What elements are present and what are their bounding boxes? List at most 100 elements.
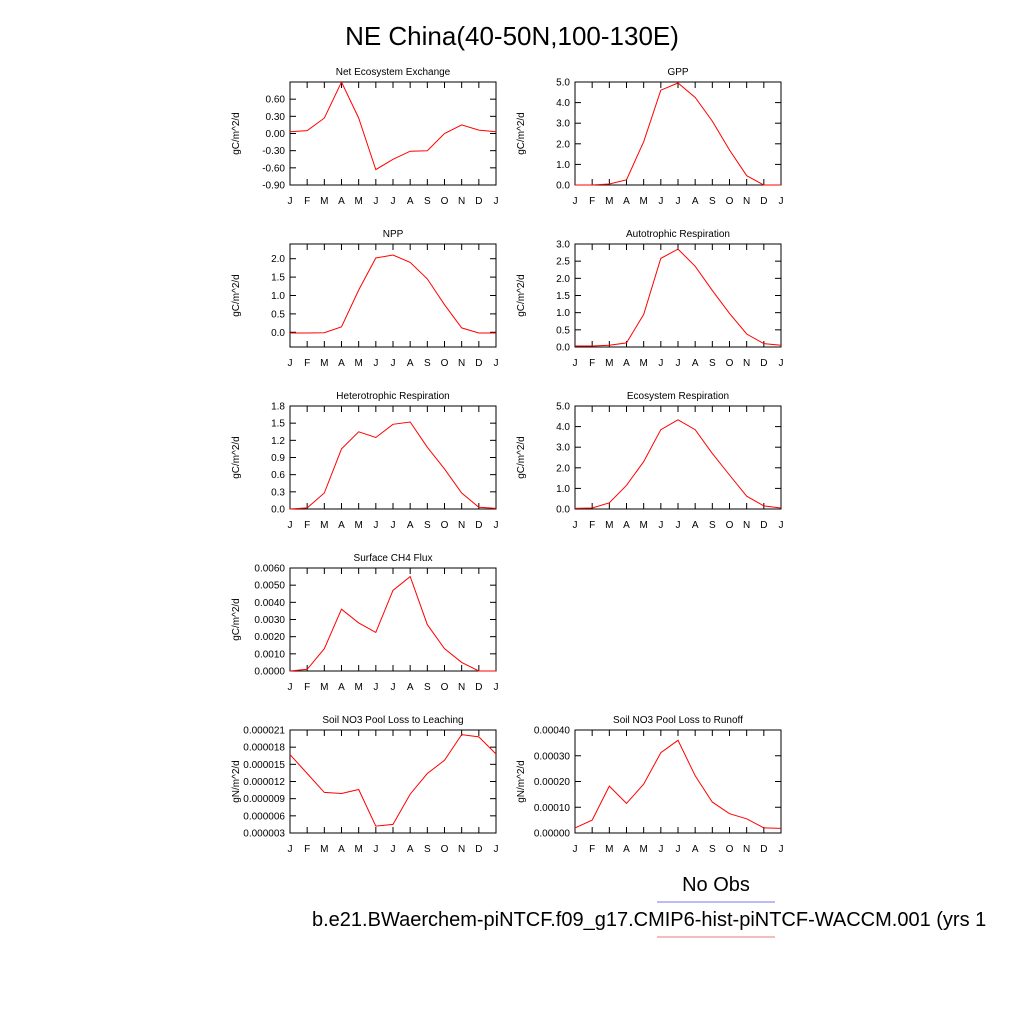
x-tick-label: J (573, 844, 578, 855)
x-tick-label: A (338, 844, 345, 855)
y-tick-label: 3.0 (556, 119, 570, 130)
y-tick-label: 0.000009 (243, 794, 285, 805)
y-tick-label: 1.5 (271, 419, 285, 430)
x-tick-label: J (391, 196, 396, 207)
y-axis-label: gC/m^2/d (231, 598, 242, 641)
x-tick-label: J (573, 196, 578, 207)
x-tick-label: J (288, 196, 293, 207)
x-tick-label: M (354, 196, 362, 207)
x-tick-label: F (589, 520, 595, 531)
y-tick-label: 0.3 (271, 487, 285, 498)
x-tick-label: J (779, 358, 784, 369)
x-tick-label: A (692, 358, 699, 369)
x-tick-label: A (623, 520, 630, 531)
x-tick-label: F (589, 844, 595, 855)
x-tick-label: J (573, 520, 578, 531)
plot-frame (289, 567, 497, 672)
y-tick-label: 1.5 (271, 273, 285, 284)
x-tick-label: O (726, 520, 734, 531)
x-tick-label: D (475, 682, 482, 693)
y-axis-label: gC/m^2/d (231, 112, 242, 155)
plot-frame (289, 81, 497, 186)
y-tick-label: 0.5 (271, 309, 285, 320)
y-tick-label: 2.0 (556, 463, 570, 474)
x-tick-label: J (288, 520, 293, 531)
x-tick-label: M (320, 358, 328, 369)
x-tick-label: S (709, 196, 716, 207)
x-tick-label: D (760, 196, 767, 207)
x-tick-label: A (407, 844, 414, 855)
y-tick-label: 0.0 (271, 328, 285, 339)
x-tick-label: J (779, 520, 784, 531)
x-tick-label: O (441, 196, 449, 207)
series-line (575, 248, 782, 347)
x-tick-label: M (320, 844, 328, 855)
x-tick-label: S (424, 682, 431, 693)
x-tick-label: J (676, 844, 681, 855)
y-tick-label: 0.000015 (243, 760, 285, 771)
x-tick-label: J (391, 844, 396, 855)
x-tick-label: J (494, 844, 499, 855)
y-tick-label: 0.30 (266, 112, 286, 123)
x-tick-label: D (475, 358, 482, 369)
x-tick-label: O (441, 682, 449, 693)
legend-obs-label: No Obs (682, 874, 750, 896)
x-tick-label: N (458, 520, 465, 531)
x-tick-label: M (354, 520, 362, 531)
y-tick-label: 0.00000 (534, 829, 571, 840)
x-tick-label: J (494, 520, 499, 531)
y-tick-label: 3.0 (556, 443, 570, 454)
y-tick-label: 1.8 (271, 402, 285, 413)
x-tick-label: M (354, 682, 362, 693)
x-tick-label: M (639, 358, 647, 369)
x-tick-label: D (760, 358, 767, 369)
panel-title: Soil NO3 Pool Loss to Runoff (613, 715, 743, 726)
x-tick-label: O (441, 844, 449, 855)
panel-title: Autotrophic Respiration (626, 229, 730, 240)
y-tick-label: 0.0040 (254, 598, 285, 609)
x-tick-label: J (676, 196, 681, 207)
y-tick-label: 0.0010 (254, 649, 285, 660)
y-tick-label: 5.0 (556, 402, 570, 413)
series-line (289, 734, 497, 827)
y-tick-label: 4.0 (556, 422, 570, 433)
y-tick-label: 0.000018 (243, 743, 285, 754)
legend-model-label: b.e21.BWaerchem-piNTCF.f09_g17.CMIP6-his… (312, 909, 986, 931)
x-tick-label: J (658, 844, 663, 855)
x-tick-label: S (424, 844, 431, 855)
x-tick-label: J (676, 520, 681, 531)
y-tick-label: 5.0 (556, 78, 570, 89)
x-tick-label: S (709, 844, 716, 855)
x-tick-label: N (743, 196, 750, 207)
x-tick-label: J (779, 196, 784, 207)
x-tick-label: J (288, 682, 293, 693)
x-tick-label: S (709, 520, 716, 531)
x-tick-label: A (692, 520, 699, 531)
x-tick-label: J (391, 520, 396, 531)
x-tick-label: D (475, 520, 482, 531)
y-tick-label: 0.0 (556, 505, 570, 516)
x-tick-label: N (458, 196, 465, 207)
x-tick-label: N (743, 358, 750, 369)
panel-title: Net Ecosystem Exchange (336, 67, 451, 78)
x-tick-label: O (726, 844, 734, 855)
x-tick-label: N (743, 844, 750, 855)
plot-frame (574, 243, 782, 348)
x-tick-label: A (407, 358, 414, 369)
x-tick-label: M (639, 196, 647, 207)
x-tick-label: A (338, 358, 345, 369)
y-tick-label: 0.0030 (254, 615, 285, 626)
y-tick-label: 0.0 (556, 181, 570, 192)
x-tick-label: N (458, 358, 465, 369)
x-tick-label: F (304, 196, 310, 207)
x-tick-label: A (407, 196, 414, 207)
x-tick-label: A (623, 196, 630, 207)
x-tick-label: A (407, 520, 414, 531)
x-tick-label: F (589, 196, 595, 207)
legend: No Obs b.e21.BWaerchem-piNTCF.f09_g17.CM… (312, 874, 986, 938)
